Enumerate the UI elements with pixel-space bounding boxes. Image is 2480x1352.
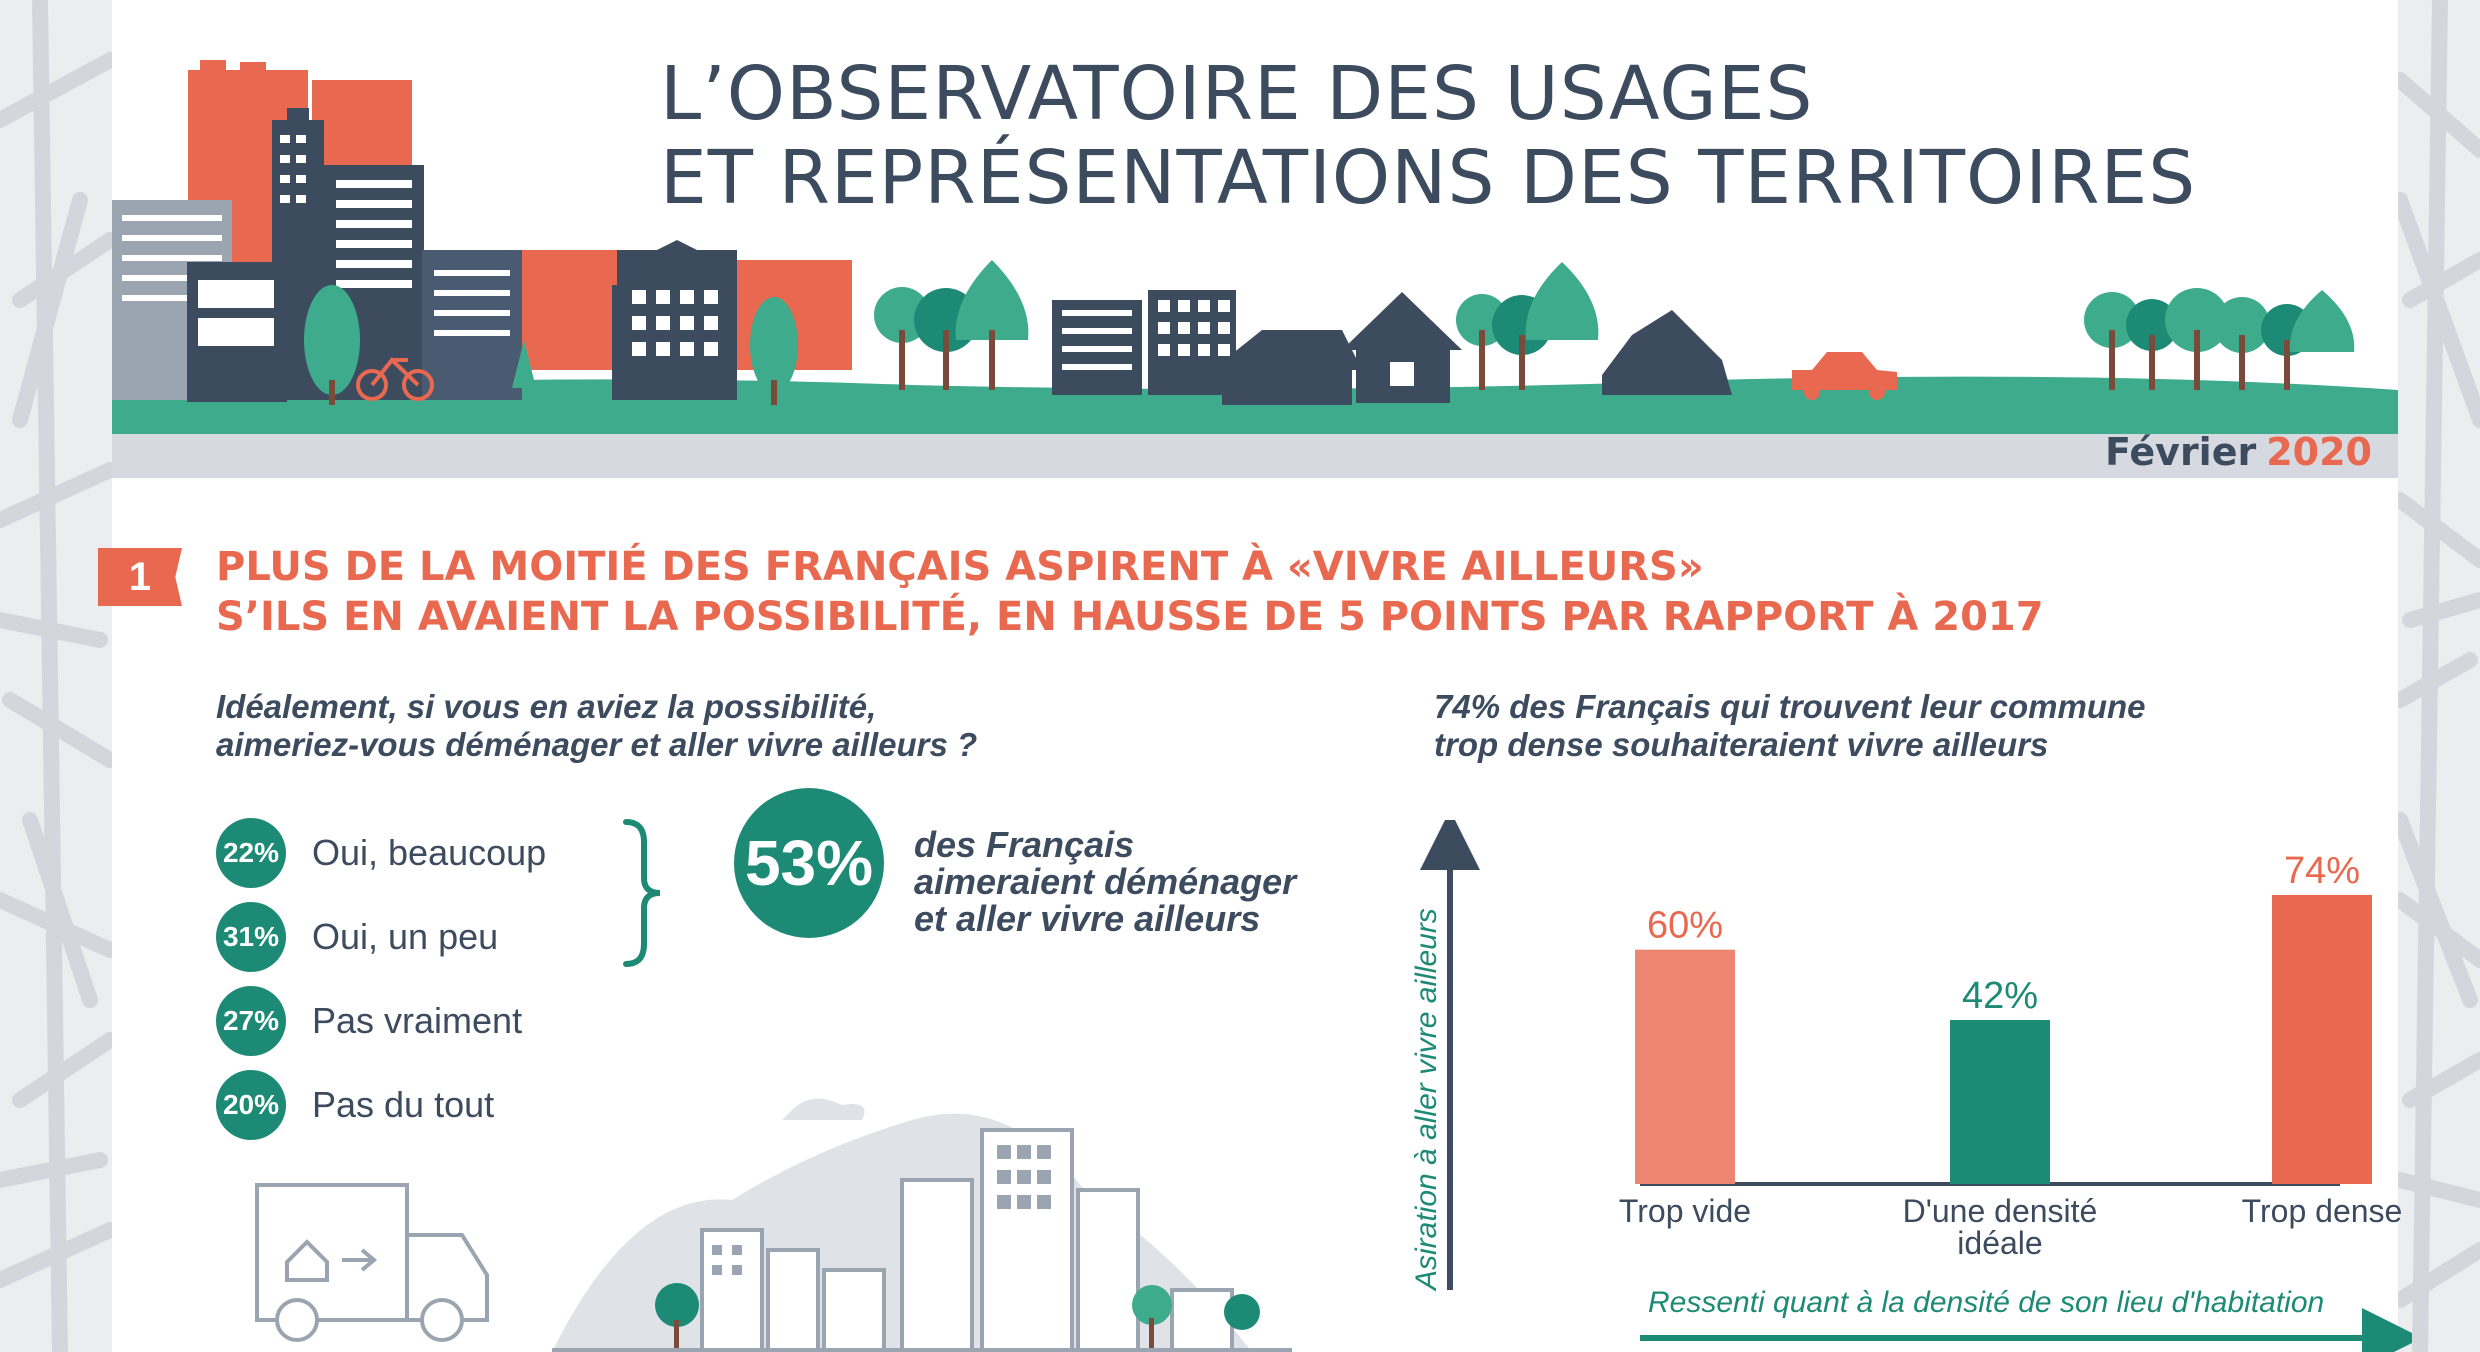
left-question-line-1: Idéalement, si vous en aviez la possibil… [216, 688, 877, 725]
answer-percent-badge: 20% [216, 1070, 286, 1140]
infographic-panel: L’OBSERVATOIRE DES USAGES ET REPRÉSENTAT… [98, 0, 2412, 1352]
answer-percent-badge: 31% [216, 902, 286, 972]
city-skyline-illustration [112, 60, 2398, 434]
answer-label: Oui, un peu [312, 916, 499, 957]
bar-value-label: 42% [1962, 975, 2038, 1017]
section-title-line-2: S’ILS EN AVAIENT LA POSSIBILITÉ, EN HAUS… [216, 594, 2044, 640]
summary-line-3: et aller vivre ailleurs [914, 898, 1261, 939]
right-question-line-2: trop dense souhaiteraient vivre ailleurs [1434, 726, 2049, 763]
answer-percent-badge: 27% [216, 986, 286, 1056]
bar-value-label: 60% [1647, 905, 1723, 947]
density-bar-chart: Asiration à aller vivre ailleurs 60% Trop… [1412, 820, 2412, 1352]
section-title-line-1: PLUS DE LA MOITIÉ DES FRANÇAIS ASPIRENT … [216, 544, 1704, 590]
date-year: 2020 [2266, 430, 2372, 474]
category-tick-label: Trop dense [2242, 1193, 2403, 1229]
header: L’OBSERVATOIRE DES USAGES ET REPRÉSENTAT… [112, 0, 2398, 478]
page-title: L’OBSERVATOIRE DES USAGES ET REPRÉSENTAT… [660, 52, 2196, 220]
chart-bar [2272, 895, 2372, 1184]
section-number-badge: 1 [98, 548, 182, 606]
left-question-line-2: aimeriez-vous déménager et aller vivre a… [216, 726, 978, 763]
category-tick-label: Trop vide [1619, 1193, 1751, 1229]
title-line-1: L’OBSERVATOIRE DES USAGES [660, 51, 1814, 137]
bar-value-label: 74% [2284, 850, 2360, 892]
title-line-2: ET REPRÉSENTATIONS DES TERRITOIRES [660, 135, 2197, 221]
answer-percent-badge: 22% [216, 818, 286, 888]
summary-line-1: des Français [914, 824, 1135, 865]
publication-date: Février 2020 [2105, 430, 2372, 474]
answer-label: Oui, beaucoup [312, 832, 547, 873]
left-question: Idéalement, si vous en aviez la possibil… [216, 688, 977, 764]
right-question: 74% des Français qui trouvent leur commu… [1434, 688, 2146, 764]
date-band [112, 434, 2398, 478]
moving-truck-city-illustration [255, 1098, 1292, 1352]
section-title: PLUS DE LA MOITIÉ DES FRANÇAIS ASPIRENT … [216, 542, 2044, 642]
curly-brace-icon [623, 819, 661, 967]
date-month: Février [2104, 430, 2257, 474]
category-tick-label: idéale [1957, 1225, 2042, 1261]
chart-bar [1635, 949, 1735, 1184]
answer-label: Pas du tout [312, 1084, 495, 1125]
x-axis-label: Ressenti quant à la densité de son lieu … [1648, 1286, 2324, 1319]
chart-bar [1950, 1019, 2050, 1184]
summary-text: des Français aimeraient déménager et all… [914, 826, 1296, 937]
right-question-line-1: 74% des Français qui trouvent leur commu… [1434, 688, 2146, 725]
summary-percent-circle: 53% [734, 788, 884, 938]
category-tick-label: D'une densité [1903, 1193, 2098, 1229]
summary-line-2: aimeraient déménager [914, 861, 1297, 902]
answer-label: Pas vraiment [312, 1000, 523, 1041]
y-axis-label: Asiration à aller vivre ailleurs [1412, 908, 1443, 1292]
